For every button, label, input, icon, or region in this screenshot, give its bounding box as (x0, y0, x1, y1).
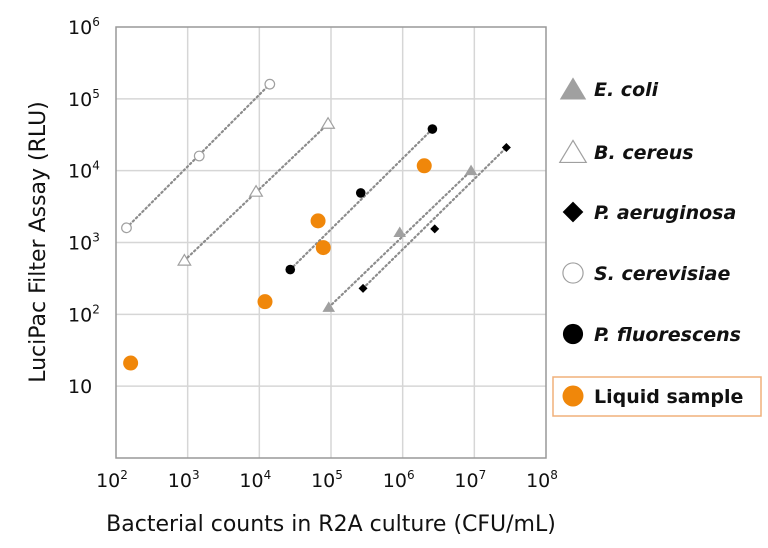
data-point (358, 283, 368, 293)
y-tick-label: 106 (68, 15, 100, 39)
x-tick-label: 106 (383, 468, 415, 492)
data-point (248, 184, 264, 197)
x-tick-label: 105 (311, 468, 343, 492)
legend-marker (562, 323, 584, 345)
x-tick-label: 108 (526, 468, 558, 492)
data-point (310, 213, 326, 229)
legend-label: B. cereus (594, 142, 694, 164)
data-points (121, 78, 511, 371)
x-tick-label: 102 (96, 468, 128, 492)
legend-label: Liquid sample (594, 386, 743, 408)
data-point (285, 264, 296, 275)
data-point (121, 222, 132, 234)
plot-frame (115, 26, 547, 459)
legend-marker (562, 201, 584, 223)
legend-label: P. aeruginosa (594, 202, 736, 224)
trendline (289, 127, 434, 271)
data-point (427, 124, 438, 134)
legend-label: S. cerevisiae (594, 263, 730, 285)
data-point (355, 188, 366, 198)
data-point (464, 164, 478, 176)
data-point (177, 253, 192, 266)
trendlines (125, 83, 508, 309)
data-point (315, 240, 331, 256)
data-point (393, 226, 407, 237)
y-axis-label: LuciPac Filter Assay (RLU) (26, 101, 51, 383)
legend-label: E. coli (594, 79, 659, 101)
data-point (123, 355, 139, 371)
legend-marker (558, 139, 588, 164)
x-axis-label: Bacterial counts in R2A culture (CFU/mL) (106, 512, 556, 537)
y-tick-label: 105 (68, 87, 100, 111)
data-point (193, 150, 205, 162)
legend: E. coli B. cereus P. aeruginosa S. cerevisi… (552, 77, 762, 417)
y-tick-label: 104 (68, 159, 100, 183)
grid (116, 27, 546, 458)
data-point (257, 294, 273, 310)
legend-marker (559, 77, 587, 100)
data-point (264, 78, 276, 90)
data-point (501, 143, 511, 153)
x-tick-label: 107 (454, 468, 486, 492)
legend-highlight-box (552, 376, 762, 417)
data-point (430, 224, 440, 234)
data-point (320, 116, 336, 129)
y-tick-label: 103 (68, 231, 100, 255)
legend-marker (562, 385, 584, 407)
data-point (416, 158, 432, 174)
legend-label: P. fluorescens (594, 324, 741, 346)
x-tick-labels: 102 103 104 105 106 107 108 (96, 468, 558, 492)
x-tick-label: 103 (168, 468, 200, 492)
trendline (361, 146, 508, 290)
trendline (327, 169, 473, 309)
y-tick-labels: 10 102 103 104 105 106 (68, 15, 100, 398)
legend-marker (562, 262, 584, 284)
y-tick-label: 102 (68, 302, 100, 326)
y-tick-label: 10 (68, 376, 92, 398)
data-point (322, 301, 336, 312)
x-tick-label: 104 (239, 468, 271, 492)
